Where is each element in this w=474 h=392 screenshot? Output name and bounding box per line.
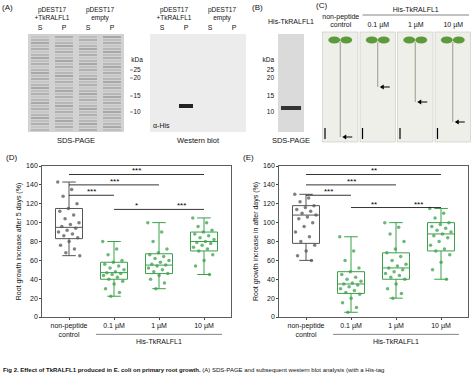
svg-text:80: 80 [267, 238, 275, 245]
svg-text:P: P [232, 24, 237, 31]
svg-text:(C): (C) [316, 1, 327, 10]
svg-text:non-peptidecontrol: non-peptidecontrol [288, 322, 325, 338]
svg-text:0.1 µM: 0.1 µM [103, 322, 125, 330]
svg-text:0: 0 [34, 313, 38, 320]
svg-text:15: 15 [267, 92, 275, 99]
svg-text:α-His: α-His [153, 122, 170, 129]
svg-text:60: 60 [267, 257, 275, 264]
svg-text:100: 100 [263, 219, 275, 226]
svg-text:40: 40 [30, 276, 38, 283]
svg-text:S: S [208, 24, 213, 31]
svg-text:**: ** [371, 200, 377, 209]
svg-text:pDEST17: pDEST17 [38, 6, 67, 14]
svg-text:empty: empty [213, 14, 231, 22]
svg-text:His-TkRALFL1: His-TkRALFL1 [136, 338, 182, 345]
svg-text:25: 25 [133, 66, 141, 73]
svg-text:**: ** [371, 166, 377, 175]
svg-text:(B): (B) [252, 3, 263, 12]
svg-text:0: 0 [271, 313, 275, 320]
svg-text:10 µM: 10 µM [431, 322, 451, 330]
svg-text:20: 20 [133, 74, 141, 81]
svg-text:SDS-PAGE: SDS-PAGE [57, 136, 95, 145]
svg-text:***: *** [347, 177, 356, 186]
svg-text:60: 60 [30, 257, 38, 264]
svg-text:empty: empty [91, 14, 109, 22]
svg-text:control: control [330, 21, 351, 28]
svg-text:Root growth increase in after: Root growth increase in after days (%) [252, 182, 260, 301]
svg-text:(E): (E) [243, 153, 254, 162]
svg-text:His-TkRALFL1: His-TkRALFL1 [268, 18, 314, 25]
svg-text:80: 80 [30, 238, 38, 245]
svg-text:Root growth increase after 5 d: Root growth increase after 5 days (%) [15, 183, 23, 301]
svg-text:+TkRALFL1: +TkRALFL1 [157, 14, 192, 21]
svg-text:140: 140 [26, 181, 38, 188]
svg-text:160: 160 [263, 162, 275, 169]
svg-text:***: *** [132, 166, 141, 175]
svg-text:140: 140 [263, 181, 275, 188]
svg-text:non-peptidecontrol: non-peptidecontrol [51, 322, 88, 338]
svg-text:40: 40 [267, 276, 275, 283]
svg-text:15: 15 [133, 92, 141, 99]
svg-text:P: P [62, 24, 67, 31]
svg-text:0.1 µM: 0.1 µM [367, 21, 389, 29]
svg-text:P: P [110, 24, 115, 31]
svg-text:***: *** [414, 200, 423, 209]
html-text:Fig 2. Effect of TkRALFL1 prod: Fig 2. Effect of TkRALFL1 produced in E.… [3, 367, 385, 373]
svg-text:25: 25 [267, 66, 275, 73]
svg-text:1 µM: 1 µM [151, 322, 167, 330]
svg-text:10 µM: 10 µM [194, 322, 214, 330]
svg-text:+TkRALFL1: +TkRALFL1 [35, 14, 70, 21]
svg-text:1 µM: 1 µM [408, 21, 424, 29]
svg-text:100: 100 [26, 219, 38, 226]
svg-text:10: 10 [267, 108, 275, 115]
svg-text:1 µM: 1 µM [388, 322, 404, 330]
svg-text:0.1 µM: 0.1 µM [340, 322, 362, 330]
svg-text:P: P [184, 24, 189, 31]
svg-text:10 µM: 10 µM [443, 21, 463, 29]
svg-text:*: * [135, 201, 138, 210]
svg-text:(D): (D) [6, 153, 17, 162]
svg-text:S: S [86, 24, 91, 31]
svg-text:(A): (A) [2, 3, 13, 12]
svg-text:His-TkRALFL1: His-TkRALFL1 [393, 6, 439, 13]
svg-text:S: S [38, 24, 43, 31]
svg-text:***: *** [87, 187, 96, 196]
svg-text:10: 10 [133, 108, 141, 115]
svg-text:His-TkRALFL1: His-TkRALFL1 [373, 338, 419, 345]
svg-text:20: 20 [267, 74, 275, 81]
svg-text:***: *** [177, 201, 186, 210]
svg-text:SDS-PAGE: SDS-PAGE [272, 136, 310, 145]
svg-text:Western blot: Western blot [177, 136, 220, 145]
svg-text:kDa: kDa [131, 56, 143, 63]
svg-text:120: 120 [26, 200, 38, 207]
svg-text:S: S [160, 24, 165, 31]
svg-text:20: 20 [267, 295, 275, 302]
svg-text:***: *** [324, 187, 333, 196]
svg-text:pDEST17: pDEST17 [86, 6, 115, 14]
svg-text:***: *** [110, 177, 119, 186]
svg-text:kDa: kDa [262, 56, 274, 63]
svg-text:20: 20 [30, 295, 38, 302]
svg-text:120: 120 [263, 200, 275, 207]
svg-text:non-peptide: non-peptide [322, 13, 359, 21]
svg-text:pDEST17: pDEST17 [160, 6, 189, 14]
svg-text:pDEST17: pDEST17 [208, 6, 237, 14]
svg-text:160: 160 [26, 162, 38, 169]
